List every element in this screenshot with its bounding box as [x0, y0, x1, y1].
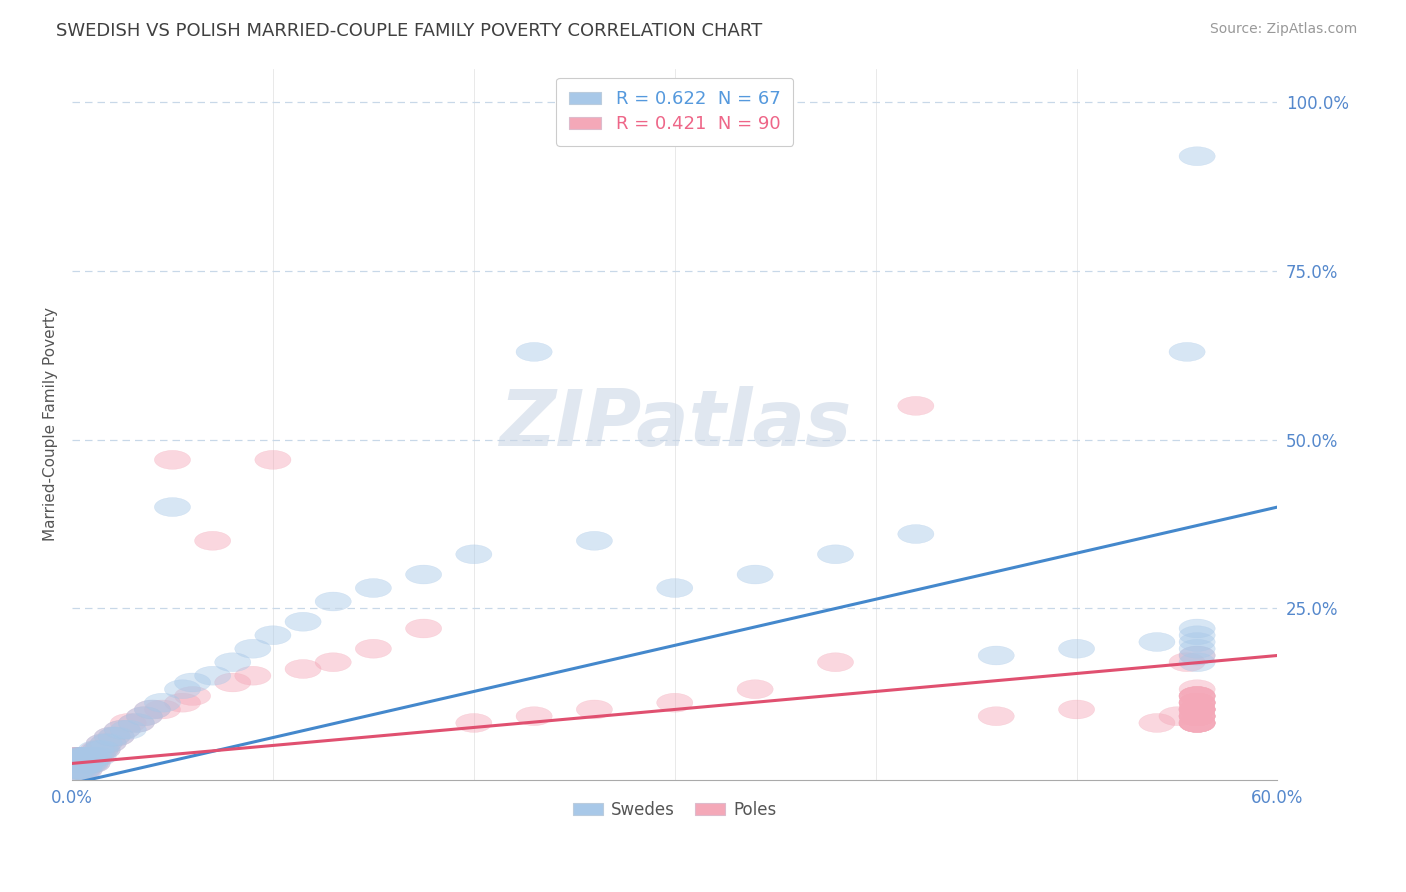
Y-axis label: Married-Couple Family Poverty: Married-Couple Family Poverty [44, 308, 58, 541]
Text: Source: ZipAtlas.com: Source: ZipAtlas.com [1209, 22, 1357, 37]
Text: ZIPatlas: ZIPatlas [499, 386, 851, 462]
Text: SWEDISH VS POLISH MARRIED-COUPLE FAMILY POVERTY CORRELATION CHART: SWEDISH VS POLISH MARRIED-COUPLE FAMILY … [56, 22, 762, 40]
Legend: Swedes, Poles: Swedes, Poles [567, 794, 783, 825]
